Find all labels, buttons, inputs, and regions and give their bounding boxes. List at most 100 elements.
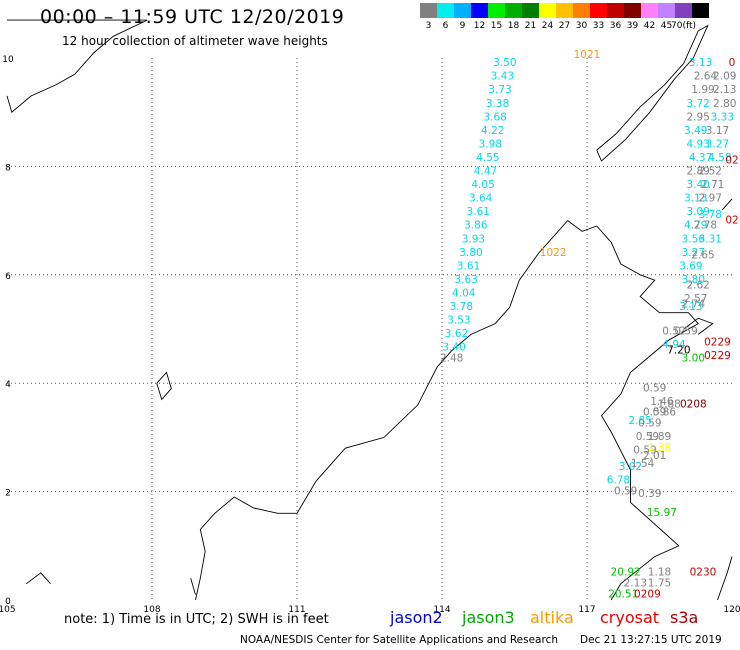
track-value-label: 3.68 [483,111,506,123]
legend-entry: 21 [522,3,539,31]
legend-label: 3 [425,21,432,31]
track-value-label: 3.93 [462,233,485,245]
track-value-label: 0.59 [643,382,666,394]
x-tick-label: 105 [0,605,16,615]
track-value-label: 0229 [704,336,731,348]
legend-entry: 42 [641,3,658,31]
track-value-label: 4.94 [662,339,686,351]
track-value-label: 2.89 [686,166,709,178]
track-value-label: 3.49 [684,125,707,137]
y-tick-label: 2 [5,489,11,499]
track-value-label: 2.52 [699,166,722,178]
track-value-label: 1.54 [631,458,655,470]
legend-label: 24 [541,21,554,31]
sulawesi-coast [717,556,733,601]
track-value-label: 3.27 [682,247,705,259]
legend-swatch [692,3,709,18]
track-value-label: 1021 [574,49,601,61]
page-title: 00:00 – 11:59 UTC 12/20/2019 [40,6,345,28]
sulu-islands [721,198,733,211]
legend-entry: 12 [471,3,488,31]
track-value-label: 0.86 [653,407,677,419]
track-value-label: 1.88 [657,399,680,411]
legend-label: 36 [609,21,622,31]
color-legend: 3 6 9 12 15 18 21 24 27 30 33 36 39 42 45 70(ft) [420,3,709,31]
satellite-jason3: jason3 [462,608,515,627]
track-value-label: 3.13 [689,57,712,69]
track-value-label: 0209 [634,588,661,600]
y-tick-label: 10 [2,55,14,65]
track-value-label: 3.50 [493,57,516,69]
track-value-label: 3.62 [445,328,468,340]
track-value-label: 3.27 [706,138,729,150]
track-value-label: 3.13 [684,193,707,205]
track-value-label: 3.17 [706,125,729,137]
satellite-jason2: jason2 [390,608,443,627]
track-value-label: 2.13 [624,577,647,589]
legend-label: 70(ft) [671,21,697,31]
track-value-label: 3.13 [679,301,702,313]
legend-label: 27 [558,21,571,31]
track-value-label: 2.80 [713,98,736,110]
riau-islands [26,572,51,585]
track-value-label: 0.59 [636,431,659,443]
legend-entry: 18 [505,3,522,31]
legend-label: 30 [575,21,588,31]
track-value-label: 3.43 [491,71,514,83]
legend-swatch [505,3,522,18]
footer-timestamp: Dec 21 13:27:15 UTC 2019 [580,634,722,646]
track-value-label: 2.62 [686,279,709,291]
legend-label: 6 [442,21,449,31]
track-value-label: 4.55 [476,152,499,164]
track-value-label: 1.18 [648,567,671,579]
track-value-label: 3.31 [699,233,722,245]
legend-entry: 3 [420,3,437,31]
page-subtitle: 12 hour collection of altimeter wave hei… [62,34,328,48]
track-value-label: 4.22 [481,125,504,137]
legend-entry: 70(ft) [671,3,696,31]
track-value-label: 3.72 [686,98,709,110]
track-value-label: 20.92 [611,567,641,579]
track-value-label: 4.79 [684,220,707,232]
track-value-label: 4.58 [708,152,731,164]
coastlines [6,19,733,601]
borneo-coast [195,219,699,601]
legend-label: 21 [524,21,537,31]
legend-entry: 27 [556,3,573,31]
track-value-label: 0229 [704,350,731,362]
legend-swatch [675,3,692,18]
borneo-west-tip [190,578,196,595]
track-value-label: 1.46 [650,396,674,408]
track-value-label: 3.61 [457,260,480,272]
track-value-label: 3.00 [682,353,705,365]
track-value-label: 3.09 [686,206,709,218]
legend-label: 15 [490,21,503,31]
track-value-label: 1.99 [691,84,714,96]
track-value-label: 4.04 [452,287,476,299]
track-value-label: 2.13 [713,84,736,96]
legend-entry: 33 [590,3,607,31]
track-value-label: 7.20 [667,344,690,356]
track-value-label: 3.40 [686,179,709,191]
legend-swatch [607,3,624,18]
x-tick-label: 117 [578,605,595,615]
track-value-label: 2.97 [699,193,722,205]
track-value-label: 0.59 [633,445,656,457]
track-value-label: 3.86 [464,220,488,232]
track-value-label: 20.51 [608,588,638,600]
legend-label: 12 [473,21,486,31]
track-value-label: 3.02 [619,461,642,473]
legend-swatch [624,3,641,18]
legend-swatch [556,3,573,18]
track-value-label: 4.47 [474,166,497,178]
x-tick-label: 114 [433,605,450,615]
track-value-label: 15.97 [647,507,677,519]
track-value-label: 0208 [680,399,707,411]
track-value-label: 1.38 [648,442,671,454]
y-tick-label: 4 [5,380,11,390]
legend-entry: 15 [488,3,505,31]
track-value-label: 3.56 [682,233,706,245]
legend-label: 45 [660,21,673,31]
x-tick-label: 108 [143,605,160,615]
vietnam-coast [6,19,148,113]
